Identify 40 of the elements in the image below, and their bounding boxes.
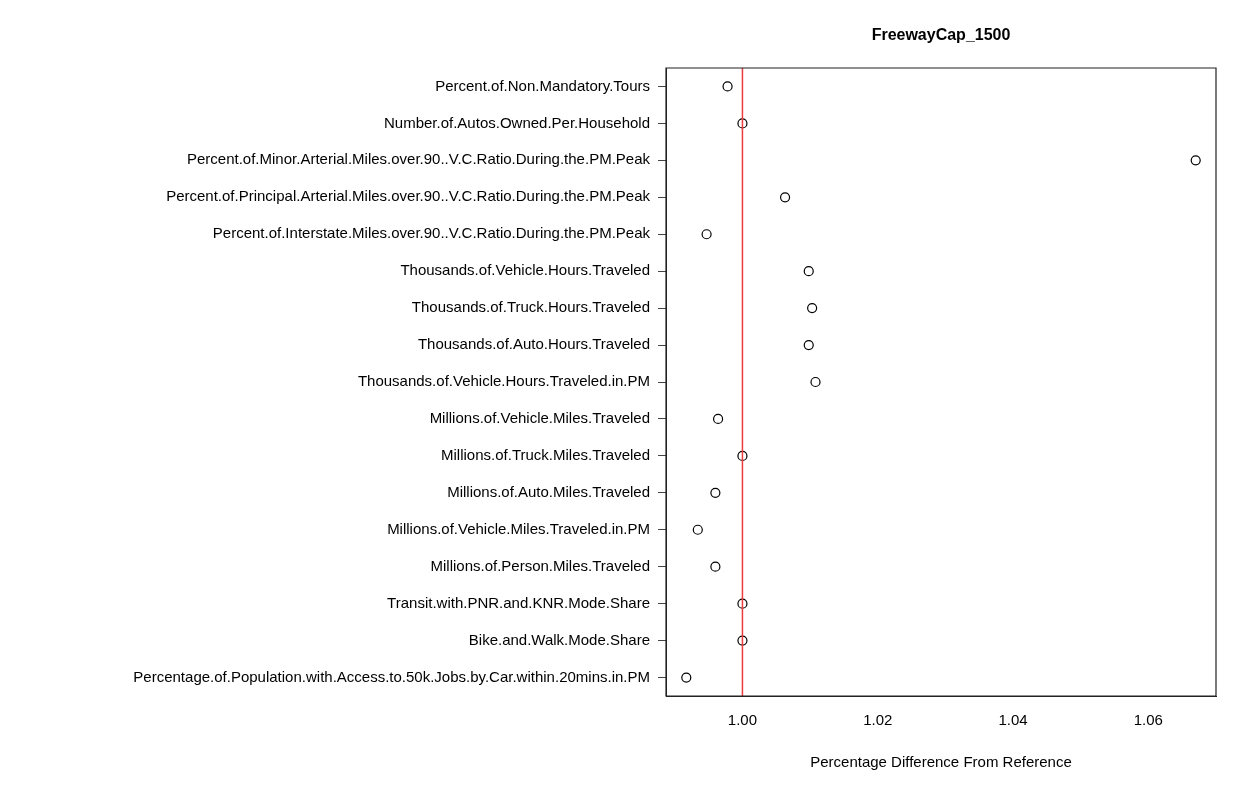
x-tick-label: 1.04 bbox=[998, 711, 1028, 729]
point bbox=[803, 339, 814, 351]
y-tick-label: Percent.of.Principal.Arterial.Miles.over.90..V.C.Ratio.During.the.PM.Peak bbox=[166, 187, 651, 205]
y-tick-label: Percent.of.Non.Mandatory.Tours bbox=[435, 76, 650, 94]
y-tick-label: Millions.of.Truck.Miles.Traveled bbox=[441, 446, 650, 464]
point bbox=[710, 487, 721, 498]
y-tick-label: Number.of.Autos.Owned.Per.Household bbox=[384, 113, 650, 131]
y-tick-label: Millions.of.Person.Miles.Traveled bbox=[430, 556, 650, 574]
point bbox=[737, 118, 748, 129]
y-tick-label: Millions.of.Vehicle.Miles.Traveled bbox=[429, 409, 650, 427]
chart-title: FreewayCap_1500 bbox=[871, 26, 1011, 43]
point bbox=[737, 598, 748, 609]
x-tick-label: 1.00 bbox=[727, 711, 758, 729]
y-tick-label: Percentage.of.Population.with.Access.to.50k.Jobs.by.Car.within.20mins.in.PM bbox=[133, 667, 650, 685]
point bbox=[712, 413, 724, 425]
x-tick-label: 1.02 bbox=[863, 711, 893, 729]
y-tick-label: Thousands.of.Auto.Hours.Traveled bbox=[417, 335, 650, 353]
point bbox=[710, 561, 721, 572]
point bbox=[810, 376, 821, 388]
point bbox=[701, 229, 712, 240]
y-tick-label: Bike.and.Walk.Mode.Share bbox=[468, 630, 650, 648]
y-tick-label: Thousands.of.Vehicle.Hours.Traveled.in.PM bbox=[357, 372, 650, 390]
y-tick-label: Thousands.of.Truck.Hours.Traveled bbox=[411, 298, 650, 316]
y-tick-label: Transit.with.PNR.and.KNR.Mode.Share bbox=[387, 593, 650, 611]
y-tick-label: Millions.of.Auto.Miles.Traveled bbox=[447, 482, 650, 500]
point bbox=[779, 192, 791, 203]
y-tick-label: Percent.of.Minor.Arterial.Miles.over.90..V.C.Ratio.During.the.PM.Peak bbox=[187, 150, 651, 168]
point bbox=[807, 303, 818, 314]
x-tick-label: 1.06 bbox=[1133, 711, 1163, 729]
point bbox=[737, 450, 748, 461]
y-tick-label: Percent.of.Interstate.Miles.over.90..V.C.Ratio.During.the.PM.Peak bbox=[212, 224, 651, 242]
y-tick-label: Thousands.of.Vehicle.Hours.Traveled bbox=[400, 261, 650, 279]
point bbox=[737, 635, 748, 646]
point bbox=[722, 81, 733, 92]
y-tick-label: Millions.of.Vehicle.Miles.Traveled.in.PM bbox=[387, 519, 650, 537]
x-axis-title: Percentage Difference From Reference bbox=[810, 753, 1072, 771]
point bbox=[803, 266, 814, 277]
point bbox=[681, 672, 692, 683]
point bbox=[1190, 155, 1201, 166]
point bbox=[692, 524, 703, 535]
